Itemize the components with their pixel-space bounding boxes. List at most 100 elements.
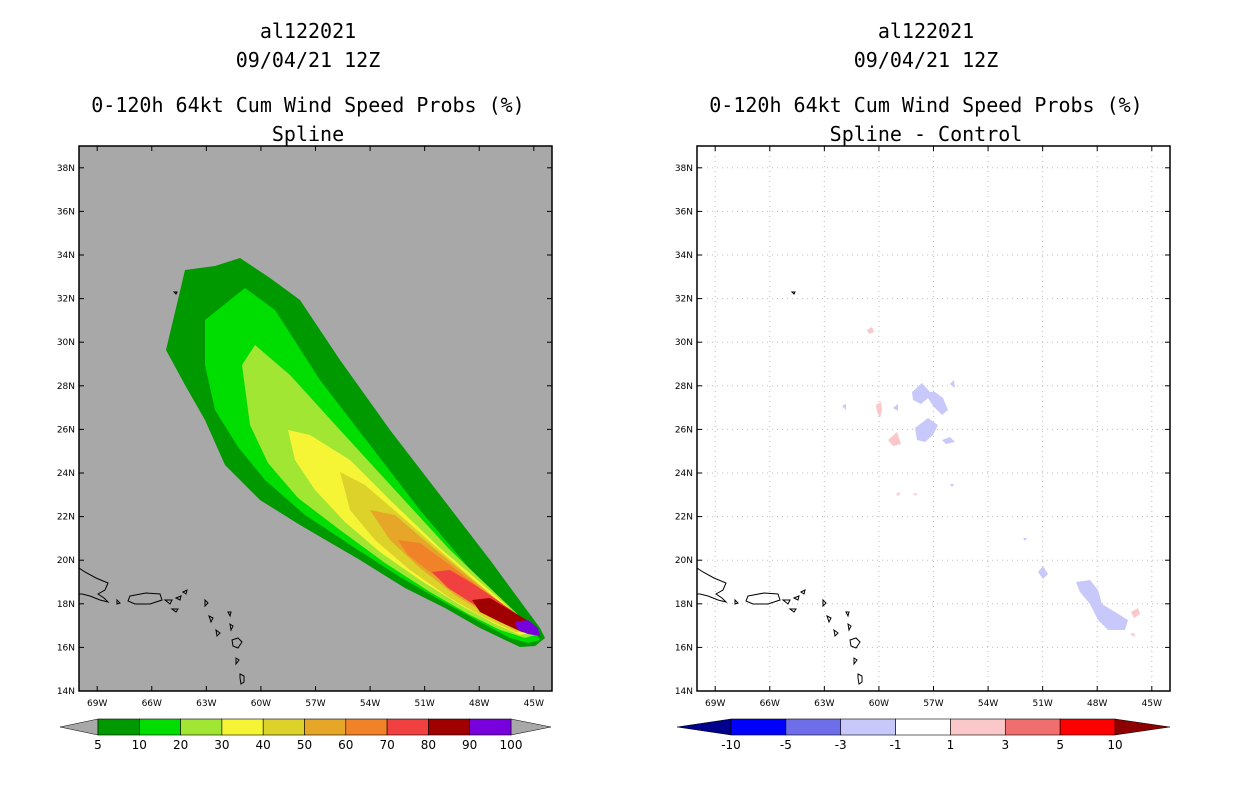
diff-positive-blob	[1130, 633, 1135, 637]
colorbar-box	[304, 718, 347, 736]
y-tick-label: 20N	[675, 556, 693, 566]
diff-negative-blob	[950, 380, 955, 388]
y-tick-label: 30N	[57, 338, 75, 348]
y-tick-label: 38N	[57, 164, 75, 174]
left-map-panel: 69W 66W 63W 60W 57W 54W 51W 48W 45W 14N 16N 18N 20N 2…	[57, 145, 553, 752]
right-title-block: al122021 09/04/21 12Z 0-120h 64kt Cum Wi…	[646, 17, 1206, 149]
diff-positive-blob	[888, 432, 901, 446]
diff-positive-blob	[1131, 608, 1140, 618]
x-tick-label: 66W	[760, 699, 780, 709]
y-tick-label: 16N	[57, 643, 75, 653]
prob-band-20	[242, 345, 538, 638]
right-datetime: 09/04/21 12Z	[853, 48, 999, 72]
colorbar-label: 40	[256, 738, 271, 752]
x-tick-label: 60W	[251, 699, 271, 709]
y-tick-label: 16N	[675, 643, 693, 653]
diff-positive-blob	[867, 327, 874, 334]
x-tick-label: 48W	[1087, 699, 1107, 709]
diff-positive-blob	[896, 492, 900, 496]
right-difference-field	[697, 291, 1140, 685]
x-tick-label: 63W	[814, 699, 834, 709]
left-probability-field	[79, 258, 545, 685]
left-axes: 69W 66W 63W 60W 57W 54W 51W 48W 45W 14N 16N 18N 20N 2…	[57, 146, 552, 709]
x-tick-label: 63W	[196, 699, 216, 709]
right-axes: 69W 66W 63W 60W 57W 54W 51W 48W 45W 14N 16N 18N 20N 2…	[675, 146, 1170, 709]
colorbar-label: 5	[94, 738, 102, 752]
left-colorbar: 5 10 20 30 40 50 60 70 80 90 100	[59, 718, 552, 752]
colorbar-label: 60	[338, 738, 353, 752]
left-storm-id: al122021	[259, 19, 357, 43]
x-tick-label: 48W	[469, 699, 489, 709]
colorbar-label: 30	[214, 738, 229, 752]
right-colorbar: -10 -5 -3 -1 1 3 5 10	[676, 718, 1171, 752]
colorbar-box	[221, 718, 264, 736]
y-tick-label: 28N	[675, 382, 693, 392]
colorbar-label: -3	[835, 738, 847, 752]
colorbar-box	[386, 718, 429, 736]
y-tick-label: 36N	[57, 207, 75, 217]
y-tick-label: 18N	[57, 600, 75, 610]
y-tick-label: 26N	[675, 425, 693, 435]
left-chart-title: 0-120h 64kt Cum Wind Speed Probs (%)	[91, 93, 525, 117]
colorbar-label: 3	[1001, 738, 1009, 752]
right-colorbar-boxes: -10 -5 -3 -1 1 3 5 10	[676, 718, 1171, 752]
colorbar-label: 80	[421, 738, 436, 752]
x-tick-label: 69W	[87, 699, 107, 709]
y-tick-label: 24N	[675, 469, 693, 479]
x-tick-label: 45W	[524, 699, 544, 709]
right-chart-title: 0-120h 64kt Cum Wind Speed Probs (%)	[709, 93, 1143, 117]
left-datetime: 09/04/21 12Z	[235, 48, 381, 72]
left-chart-subtitle: Spline	[271, 122, 345, 146]
colorbar-label: 10	[1107, 738, 1122, 752]
y-tick-label: 20N	[57, 556, 75, 566]
y-tick-label: 38N	[675, 164, 693, 174]
x-tick-label: 51W	[414, 699, 434, 709]
diff-negative-blob	[842, 404, 846, 410]
colorbar-label: 70	[379, 738, 394, 752]
right-colorbar-low-arrow	[676, 718, 732, 736]
colorbar-box	[428, 718, 470, 736]
colorbar-label: 20	[173, 738, 188, 752]
y-tick-label: 14N	[675, 687, 693, 697]
diff-negative-blob	[915, 418, 938, 442]
left-colorbar-boxes: 5 10 20 30 40 50 60 70 80 90 100	[94, 718, 523, 752]
diff-positive-blob	[913, 493, 917, 496]
y-tick-label: 14N	[57, 687, 75, 697]
colorbar-box	[180, 718, 223, 736]
y-tick-label: 24N	[57, 469, 75, 479]
left-coastline	[79, 291, 245, 685]
x-tick-label: 51W	[1032, 699, 1052, 709]
colorbar-label: 100	[500, 738, 523, 752]
colorbar-label: -1	[890, 738, 902, 752]
colorbar-label: 90	[462, 738, 477, 752]
y-tick-label: 22N	[57, 513, 75, 523]
left-colorbar-low-arrow	[59, 718, 99, 736]
colorbar-box	[139, 718, 181, 736]
diff-negative-blob	[1076, 580, 1128, 630]
right-coastline	[697, 291, 863, 685]
y-tick-label: 34N	[57, 251, 75, 261]
prob-band-90	[515, 620, 540, 636]
colorbar-label: 10	[132, 738, 147, 752]
x-tick-label: 45W	[1142, 699, 1162, 709]
right-storm-id: al122021	[877, 19, 975, 43]
colorbar-box	[1004, 718, 1061, 736]
left-colorbar-high-arrow	[510, 718, 552, 736]
colorbar-box	[840, 718, 896, 736]
right-map-panel: 69W 66W 63W 60W 57W 54W 51W 48W 45W 14N 16N 18N 20N 2…	[675, 145, 1171, 752]
y-tick-label: 26N	[57, 425, 75, 435]
y-tick-label: 32N	[675, 295, 693, 305]
right-gridlines	[697, 146, 1170, 692]
colorbar-box	[345, 718, 388, 736]
x-tick-label: 57W	[305, 699, 325, 709]
diff-negative-blob	[950, 484, 954, 487]
colorbar-label: 50	[297, 738, 312, 752]
left-title-block: al122021 09/04/21 12Z 0-120h 64kt Cum Wi…	[28, 17, 588, 149]
colorbar-box	[950, 718, 1006, 736]
y-tick-label: 18N	[675, 600, 693, 610]
colorbar-box	[97, 718, 140, 736]
colorbar-box	[1059, 718, 1116, 736]
right-chart-subtitle: Spline - Control	[829, 122, 1023, 146]
colorbar-box	[469, 718, 512, 736]
